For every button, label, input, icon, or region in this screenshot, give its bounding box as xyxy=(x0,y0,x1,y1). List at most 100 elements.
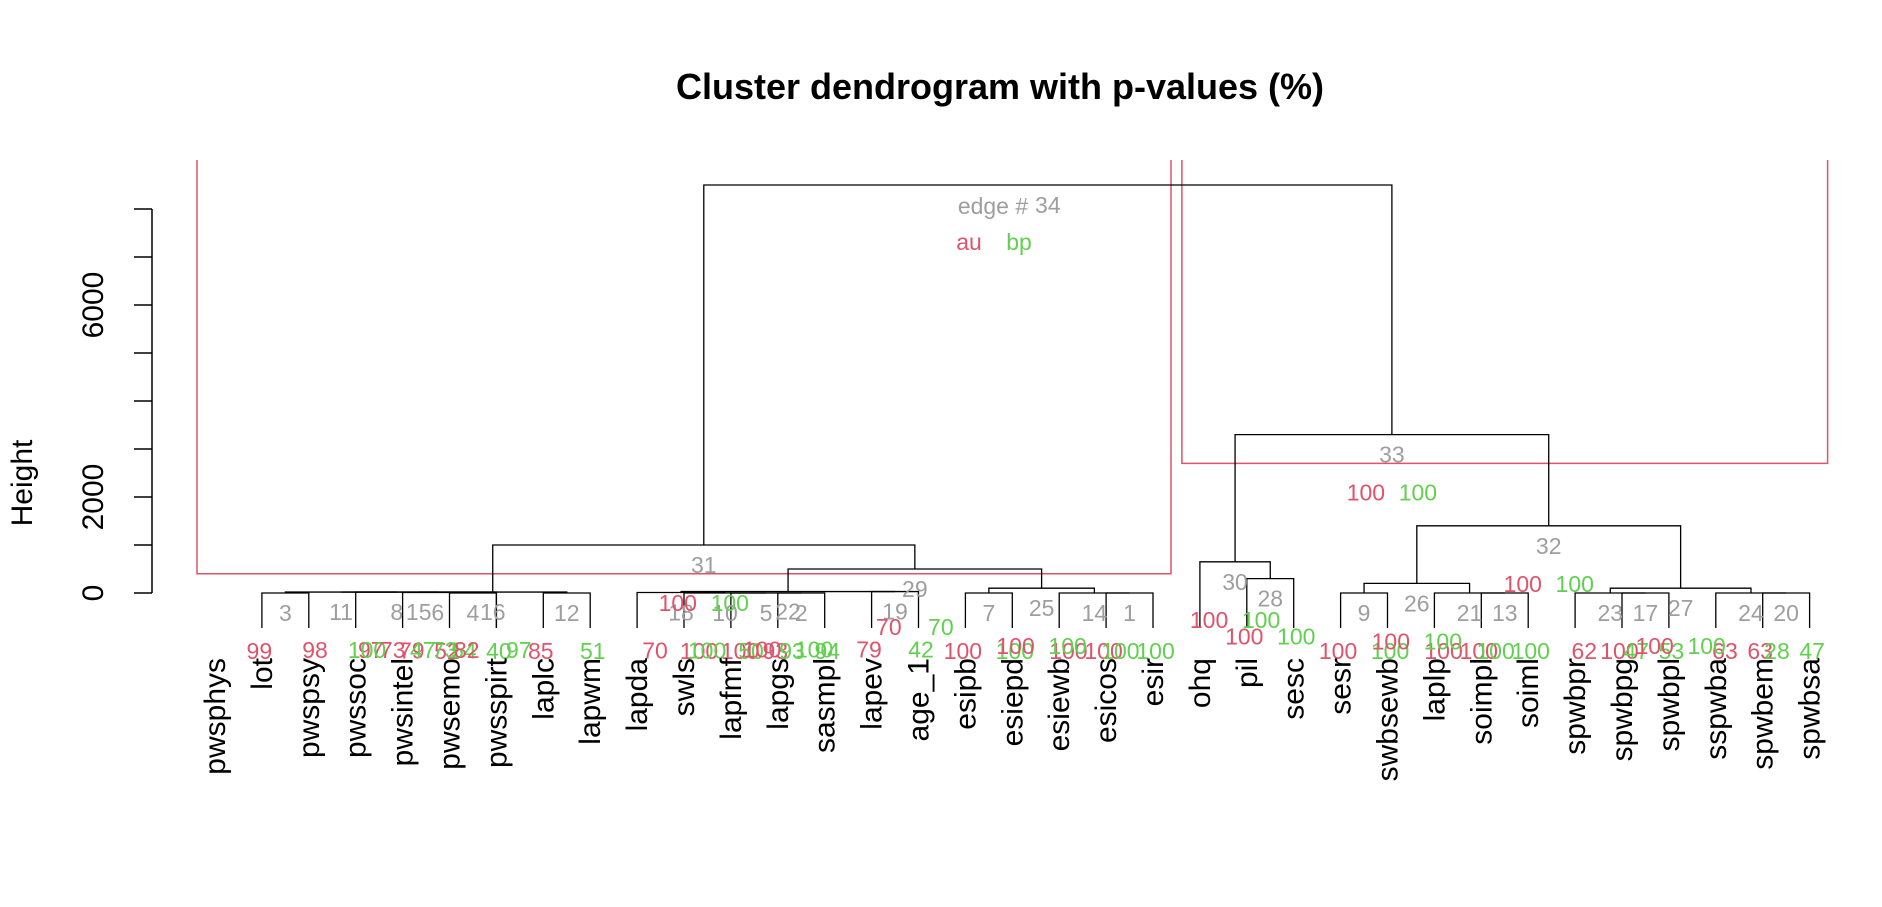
au-value-3: 99 xyxy=(247,638,273,664)
au-value-28: 100 xyxy=(1225,624,1263,650)
edge-number-22: 22 xyxy=(775,599,801,625)
branch-edge-34 xyxy=(703,184,1393,545)
bp-value-20: 47 xyxy=(1799,638,1825,664)
leaf-label-sesc: sesc xyxy=(1278,658,1311,720)
bp-value-24: 28 xyxy=(1764,638,1790,664)
leaf-label-sspwba: sspwba xyxy=(1700,658,1733,760)
leaf-label-spwbpr: spwbpr xyxy=(1559,658,1592,755)
edge-number-4: 4 xyxy=(467,600,480,626)
leaf-label-pwsintel: pwsintel xyxy=(387,658,420,766)
leaf-labels: pwsphys lot pwspsy pwssoc pwsintel pwsemo pwss… xyxy=(199,657,1827,781)
edge-number-13: 13 xyxy=(1492,600,1518,626)
leaf-label-esiewb: esiewb xyxy=(1043,658,1076,751)
edge-number-6: 6 xyxy=(431,600,444,626)
bp-value-25: 100 xyxy=(1048,633,1086,659)
leaf-label-sesr: sesr xyxy=(1325,658,1358,715)
au-value-19: 79 xyxy=(856,637,882,663)
bp-value-27: 100 xyxy=(1687,633,1725,659)
leaf-label-pwsemo: pwsemo xyxy=(434,658,467,770)
edge-number-17: 17 xyxy=(1633,600,1659,626)
bp-value-19: 42 xyxy=(908,637,934,663)
highlight-rects xyxy=(196,160,1829,575)
edge-number-32: 32 xyxy=(1536,533,1562,559)
au-value-20: 63 xyxy=(1747,638,1773,664)
au-value-6: 79 xyxy=(399,638,425,664)
leaf-label-lapev: lapev xyxy=(856,658,889,730)
leaf-label-spwbpg: spwbpg xyxy=(1606,658,1639,761)
leaf-label-pwsspirt: pwsspirt xyxy=(480,657,513,768)
leaf-label-laplc: laplc xyxy=(527,658,560,720)
branch-edge-24 xyxy=(1715,592,1787,628)
leaf-label-esipb: esipb xyxy=(949,658,982,730)
bp-value-17: 53 xyxy=(1659,638,1685,664)
y-axis: 0 2000 6000 xyxy=(77,208,153,601)
bp-value-13: 100 xyxy=(1512,638,1550,664)
au-value-29: 70 xyxy=(876,614,902,640)
edge-number-7: 7 xyxy=(982,600,995,626)
bp-value-21: 100 xyxy=(1476,638,1514,664)
bp-value-8: 47 xyxy=(410,637,436,663)
edge-number-34: 34 xyxy=(1035,192,1061,218)
leaf-label-age_1: age_1 xyxy=(903,658,936,741)
edge-number-3: 3 xyxy=(279,600,292,626)
edge-number-25: 25 xyxy=(1029,595,1055,621)
branch-edge-25 xyxy=(988,587,1096,593)
edge-number-10: 10 xyxy=(712,600,738,626)
leaf-label-spwbem: spwbem xyxy=(1747,658,1780,770)
edge-number-9: 9 xyxy=(1358,600,1371,626)
edge-number-2: 2 xyxy=(795,600,808,626)
leaf-label-swls: swls xyxy=(668,658,701,716)
bp-value-5: 93 xyxy=(779,638,805,664)
au-value-2: 93 xyxy=(762,638,788,664)
bp-value-14: 100 xyxy=(1101,638,1139,664)
bp-value-29: 70 xyxy=(928,614,954,640)
branch-edge-22 xyxy=(680,590,896,593)
leaf-label-soimpl: soimpl xyxy=(1465,658,1498,745)
au-value-11: 98 xyxy=(302,637,328,663)
edge-number-16: 16 xyxy=(480,599,506,625)
au-value-14: 100 xyxy=(1049,638,1087,664)
au-value-9: 100 xyxy=(1319,638,1357,664)
bp-value-30: 100 xyxy=(1242,607,1280,633)
leaf-label-pwsphys: pwsphys xyxy=(199,658,232,775)
leaf-label-spwbpl: spwbpl xyxy=(1653,658,1686,751)
leaf-label-pwspsy: pwspsy xyxy=(293,658,326,758)
edge-number-5: 5 xyxy=(760,600,773,626)
leaf-label-soiml: soiml xyxy=(1512,658,1545,728)
bp-value-32: 100 xyxy=(1556,571,1594,597)
dendrogram-branches xyxy=(261,184,1811,628)
bp-value-11: 100 xyxy=(348,637,386,663)
leaf-label-lapgs: lapgs xyxy=(762,658,795,730)
branch-edge-23 xyxy=(1574,592,1646,628)
leaf-label-pil: pil xyxy=(1231,658,1264,688)
branch-edge-16 xyxy=(418,591,568,593)
highlight-rect-2 xyxy=(1181,160,1829,465)
au-value-10: 100 xyxy=(680,638,718,664)
leaf-label-esicos: esicos xyxy=(1090,658,1123,743)
bp-value-23: 47 xyxy=(1623,638,1649,664)
edge-number-27: 27 xyxy=(1668,595,1694,621)
edge-number-26: 26 xyxy=(1404,590,1430,616)
chart-title: Cluster dendrogram with p-values (%) xyxy=(676,66,1324,107)
leaf-label-swbsewb: swbsewb xyxy=(1372,658,1405,781)
legend: edge # au bp xyxy=(956,193,1032,255)
au-value-25: 100 xyxy=(996,633,1034,659)
leaf-label-spwbsa: spwbsa xyxy=(1794,658,1827,760)
leaf-label-laplp: laplp xyxy=(1418,658,1451,721)
bp-value-4: 40 xyxy=(486,638,512,664)
leaf-label-pwssoc: pwssoc xyxy=(340,658,373,758)
branch-edge-14 xyxy=(1058,592,1130,628)
au-value-21: 100 xyxy=(1424,638,1462,664)
bp-value-2: 94 xyxy=(814,638,840,664)
bp-value-28: 100 xyxy=(1277,624,1315,650)
au-value-8: 97 xyxy=(358,637,384,663)
bp-value-16: 97 xyxy=(506,637,532,663)
leaf-label-ohq: ohq xyxy=(1184,658,1217,708)
edge-number-18: 18 xyxy=(668,600,694,626)
au-value-26: 100 xyxy=(1372,628,1410,654)
bp-value-7: 100 xyxy=(996,638,1034,664)
leaf-label-esiepd: esiepd xyxy=(996,658,1029,746)
au-value-13: 100 xyxy=(1460,638,1498,664)
edge-number-19: 19 xyxy=(882,599,908,625)
